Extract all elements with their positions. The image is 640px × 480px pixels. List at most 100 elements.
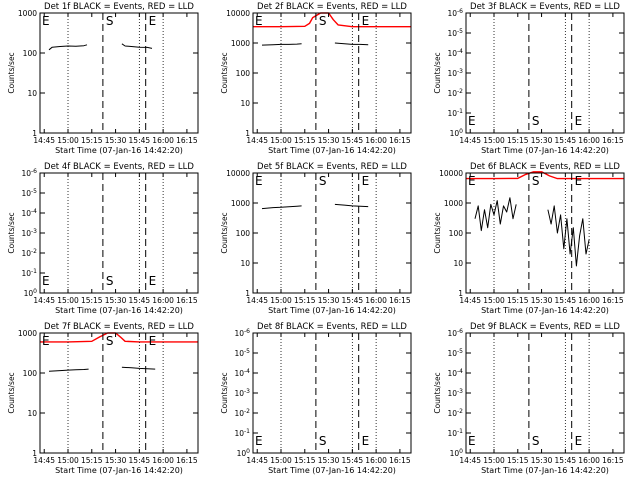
- y-axis-label: Counts/sec: [433, 372, 442, 413]
- y-tick-label: 10-1: [447, 428, 463, 438]
- y-tick-label: 10-3: [234, 388, 250, 398]
- plot-frame: [252, 172, 412, 294]
- y-tick-label: 10: [27, 409, 37, 418]
- x-tick-label: 16:00: [578, 456, 600, 465]
- x-axis-label: Start Time (07-Jan-16 14:42:20): [55, 466, 183, 475]
- y-tick-label: 10-4: [447, 368, 463, 378]
- series-line-1-segment-2: [334, 203, 369, 208]
- marker-label-s: S: [532, 114, 540, 128]
- y-tick-label: 100: [450, 128, 464, 138]
- x-tick-label: 15:15: [507, 296, 529, 305]
- x-tick-label: 16:15: [389, 296, 411, 305]
- x-tick-label: 15:00: [270, 296, 292, 305]
- x-tick-label: 15:30: [531, 456, 553, 465]
- x-tick-label: 14:45: [459, 296, 481, 305]
- marker-label-s: S: [319, 434, 327, 448]
- x-tick-label: 15:15: [507, 136, 529, 145]
- y-tick-label: 10-6: [447, 328, 463, 338]
- x-tick-label: 15:45: [129, 296, 151, 305]
- x-tick-label: 15:15: [507, 456, 529, 465]
- marker-label-e: E: [468, 434, 476, 448]
- x-axis-label: Start Time (07-Jan-16 14:42:20): [481, 466, 609, 475]
- x-tick-label: 15:00: [57, 296, 79, 305]
- marker-label-e: E: [255, 434, 263, 448]
- y-tick-label: 10-6: [447, 8, 463, 18]
- marker-label-s: S: [319, 14, 327, 28]
- y-tick-label: 10-2: [447, 88, 463, 98]
- marker-label-e: E: [149, 274, 157, 288]
- y-tick-label: 10-6: [234, 328, 250, 338]
- marker-label-e: E: [468, 174, 476, 188]
- y-tick-label: 10-3: [447, 388, 463, 398]
- chart-title: Det 1f BLACK = Events, RED = LLD: [44, 2, 194, 12]
- y-tick-label: 10-4: [234, 368, 250, 378]
- x-tick-label: 15:30: [531, 136, 553, 145]
- x-tick-label: 15:45: [129, 456, 151, 465]
- marker-label-s: S: [532, 434, 540, 448]
- x-tick-label: 14:45: [33, 296, 55, 305]
- y-tick-label: 10-5: [447, 348, 463, 358]
- chart-title: Det 4f BLACK = Events, RED = LLD: [44, 162, 194, 172]
- plot-frame: [465, 172, 625, 294]
- x-tick-label: 16:15: [176, 296, 198, 305]
- y-tick-label: 1: [245, 289, 250, 298]
- chart-title: Det 9f BLACK = Events, RED = LLD: [470, 322, 620, 332]
- x-tick-label: 15:45: [555, 296, 577, 305]
- x-tick-label: 16:00: [152, 136, 174, 145]
- series-line-1-segment-1: [466, 171, 624, 180]
- y-tick-label: 10-1: [447, 108, 463, 118]
- x-tick-label: 14:45: [246, 136, 268, 145]
- x-tick-label: 15:45: [342, 136, 364, 145]
- x-tick-label: 15:30: [318, 136, 340, 145]
- series-line-1-segment-1: [261, 205, 302, 210]
- x-tick-label: 15:15: [81, 136, 103, 145]
- x-tick-label: 15:15: [294, 456, 316, 465]
- y-tick-label: 1000: [18, 9, 37, 18]
- x-tick-label: 14:45: [33, 456, 55, 465]
- series-line-1-segment-2: [121, 43, 153, 49]
- y-tick-label: 10-2: [234, 408, 250, 418]
- plot-frame: [39, 172, 199, 294]
- y-tick-label: 10-1: [234, 428, 250, 438]
- y-tick-label: 10000: [439, 169, 463, 178]
- x-tick-label: 15:15: [81, 296, 103, 305]
- y-axis-label: Counts/sec: [433, 212, 442, 253]
- x-axis-label: Start Time (07-Jan-16 14:42:20): [268, 306, 396, 315]
- y-tick-label: 100: [24, 288, 38, 298]
- y-tick-label: 10-4: [21, 208, 37, 218]
- series-line-1-segment-1: [253, 12, 411, 28]
- x-tick-label: 16:15: [602, 456, 624, 465]
- y-tick-label: 100: [23, 49, 38, 58]
- marker-label-s: S: [106, 334, 114, 348]
- y-tick-label: 10000: [226, 9, 250, 18]
- x-tick-label: 15:00: [270, 136, 292, 145]
- y-tick-label: 100: [449, 229, 464, 238]
- x-tick-label: 15:15: [294, 296, 316, 305]
- chart-panel-6: Det 6f BLACK = Events, RED = LLD E S E 14:45…: [433, 162, 625, 315]
- x-tick-label: 14:45: [33, 136, 55, 145]
- y-tick-label: 10-4: [447, 48, 463, 58]
- x-tick-label: 16:15: [389, 456, 411, 465]
- series-line-2-segment-2: [547, 205, 590, 267]
- x-axis-label: Start Time (07-Jan-16 14:42:20): [481, 306, 609, 315]
- x-axis-label: Start Time (07-Jan-16 14:42:20): [268, 146, 396, 155]
- x-tick-label: 15:30: [105, 456, 127, 465]
- y-tick-label: 10-5: [447, 28, 463, 38]
- x-tick-label: 15:45: [129, 136, 151, 145]
- y-tick-label: 10: [240, 99, 250, 108]
- y-tick-label: 10-2: [447, 408, 463, 418]
- x-tick-label: 15:00: [483, 296, 505, 305]
- marker-label-e: E: [468, 114, 476, 128]
- x-tick-label: 15:45: [555, 456, 577, 465]
- y-tick-label: 100: [236, 229, 251, 238]
- marker-label-e: E: [575, 434, 583, 448]
- plot-frame: [465, 332, 625, 454]
- chart-title: Det 5f BLACK = Events, RED = LLD: [257, 162, 407, 172]
- x-tick-label: 16:15: [602, 136, 624, 145]
- y-tick-label: 100: [237, 448, 251, 458]
- x-axis-label: Start Time (07-Jan-16 14:42:20): [55, 306, 183, 315]
- plot-frame: [465, 12, 625, 134]
- x-tick-label: 15:45: [342, 456, 364, 465]
- y-tick-label: 100: [23, 369, 38, 378]
- x-tick-label: 14:45: [246, 296, 268, 305]
